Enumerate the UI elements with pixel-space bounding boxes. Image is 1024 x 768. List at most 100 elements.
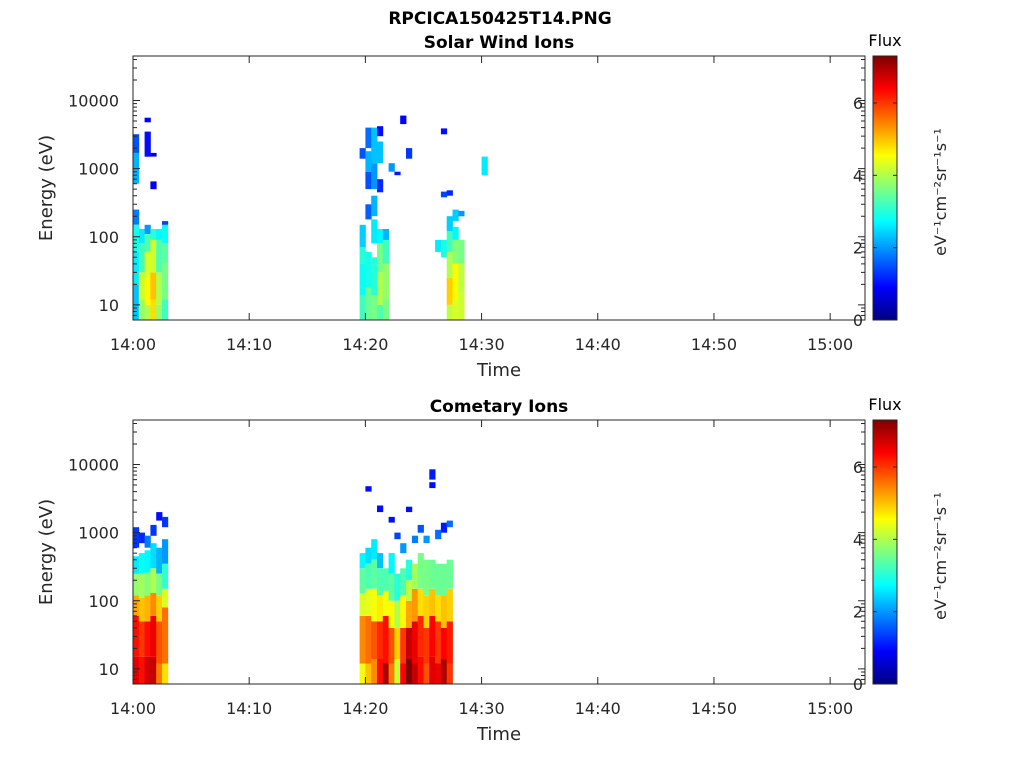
panel-1: Solar Wind Ions 10 100 1000 10000 Energy (eV)… <box>36 31 950 381</box>
plot-frame <box>132 419 866 685</box>
heatmap-cell <box>371 559 378 589</box>
heatmap-cell <box>144 277 151 305</box>
heatmap-cell <box>371 163 378 190</box>
heatmap-cell <box>452 209 459 221</box>
heatmap-cell <box>435 621 442 664</box>
heatmap-cell <box>138 272 145 300</box>
colorbar-gradient <box>872 419 898 685</box>
colorbar-tick-label: 0 <box>853 675 863 694</box>
heatmap-cell <box>446 663 453 684</box>
heatmap-cells <box>133 469 453 684</box>
heatmap-cell <box>150 152 157 157</box>
heatmap-cell <box>440 191 448 198</box>
heatmap-cell <box>144 233 151 252</box>
heatmap-cell <box>377 141 384 164</box>
heatmap-cell <box>400 568 407 596</box>
heatmap-cell <box>382 299 389 320</box>
heatmap-cell <box>162 516 169 528</box>
heatmap-cell <box>382 239 389 264</box>
heatmap-cell <box>452 299 459 320</box>
colorbar-tick-label: 4 <box>853 166 863 185</box>
heatmap-cell <box>394 658 401 684</box>
heatmap-cell <box>144 117 151 123</box>
heatmap-cell <box>359 553 366 569</box>
heatmap-cell <box>452 263 459 300</box>
colorbar-tick-label: 4 <box>853 530 863 549</box>
heatmap-cell <box>377 621 384 659</box>
heatmap-cell <box>133 134 140 153</box>
heatmap-cell <box>365 486 372 492</box>
heatmap-cell <box>371 658 378 684</box>
heatmap-cell <box>388 573 395 601</box>
heatmap-cell <box>446 621 453 664</box>
heatmap-cell <box>429 482 436 489</box>
heatmap-cell <box>359 593 366 616</box>
y-tick-label: 1000 <box>78 160 119 179</box>
heatmap-cell <box>365 563 372 589</box>
heatmap-cell <box>144 595 151 622</box>
heatmap-cell <box>423 535 430 544</box>
heatmap-cell <box>452 226 459 240</box>
heatmap-cell <box>406 580 413 601</box>
heatmap-cell <box>411 588 419 622</box>
x-tick-label: 14:30 <box>459 335 505 354</box>
x-axis-label: Time <box>476 724 521 745</box>
heatmap-cell <box>446 277 453 305</box>
heatmap-cell <box>162 243 169 264</box>
heatmap-cell <box>162 539 169 564</box>
x-tick-label: 14:00 <box>110 699 156 718</box>
heatmap-cell <box>371 294 378 320</box>
heatmap-cell <box>365 204 372 220</box>
heatmap-cell <box>423 595 430 628</box>
heatmap-cell <box>371 195 378 217</box>
heatmap-cell <box>440 563 448 596</box>
heatmap-cell <box>365 547 372 564</box>
heatmap-cell <box>162 221 169 225</box>
heatmap-cell <box>138 621 145 657</box>
heatmap-cell <box>371 257 378 295</box>
heatmap-cell <box>452 239 459 264</box>
heatmap-cell <box>446 251 453 278</box>
y-axis: 10 100 1000 10000 Energy (eV) <box>36 58 865 321</box>
heatmap-cell <box>446 231 453 252</box>
heatmap-cell <box>162 263 169 300</box>
heatmap-cell <box>156 239 163 273</box>
y-axis-label: Energy (eV) <box>36 499 57 605</box>
heatmap-cell <box>458 210 465 217</box>
panel-2: Cometary Ions 10 100 1000 10000 Energy (eV) 14… <box>36 395 950 745</box>
heatmap-cell <box>138 532 145 544</box>
heatmap-cell <box>417 553 424 589</box>
heatmap-cell <box>371 588 378 622</box>
y-tick-label: 1000 <box>78 524 119 543</box>
heatmap-cell <box>435 663 442 684</box>
heatmap-cell <box>371 621 378 659</box>
heatmap-cell <box>400 595 407 628</box>
figure-title: RPCICA150425T14.PNG <box>388 9 611 29</box>
y-tick-label: 10000 <box>68 456 119 475</box>
heatmap-cell <box>423 559 430 596</box>
heatmap-cell <box>377 229 384 244</box>
heatmap-cell <box>446 190 453 196</box>
heatmap-cell <box>377 568 384 596</box>
heatmap-cell <box>377 505 384 513</box>
heatmap-cell <box>423 663 430 684</box>
heatmap-cell <box>138 299 145 320</box>
heatmap-cell <box>394 627 401 659</box>
heatmap-cell <box>365 287 372 320</box>
heatmap-cell <box>156 304 163 320</box>
heatmap-cell <box>429 615 436 657</box>
heatmap-cell <box>406 506 413 513</box>
x-tick-label: 15:00 <box>807 335 853 354</box>
heatmap-cell <box>388 600 395 628</box>
heatmap-cell <box>156 547 163 574</box>
colorbar-tick-label: 0 <box>853 311 863 330</box>
heatmap-cell <box>150 615 157 657</box>
heatmap-cell <box>382 615 389 664</box>
heatmap-cell <box>394 573 401 601</box>
heatmap-cell <box>388 663 395 684</box>
heatmap-cell <box>481 156 488 176</box>
heatmap-cell <box>133 527 140 548</box>
heatmap-cell <box>446 304 453 320</box>
heatmap-cell <box>365 171 372 190</box>
x-tick-label: 14:50 <box>691 699 737 718</box>
